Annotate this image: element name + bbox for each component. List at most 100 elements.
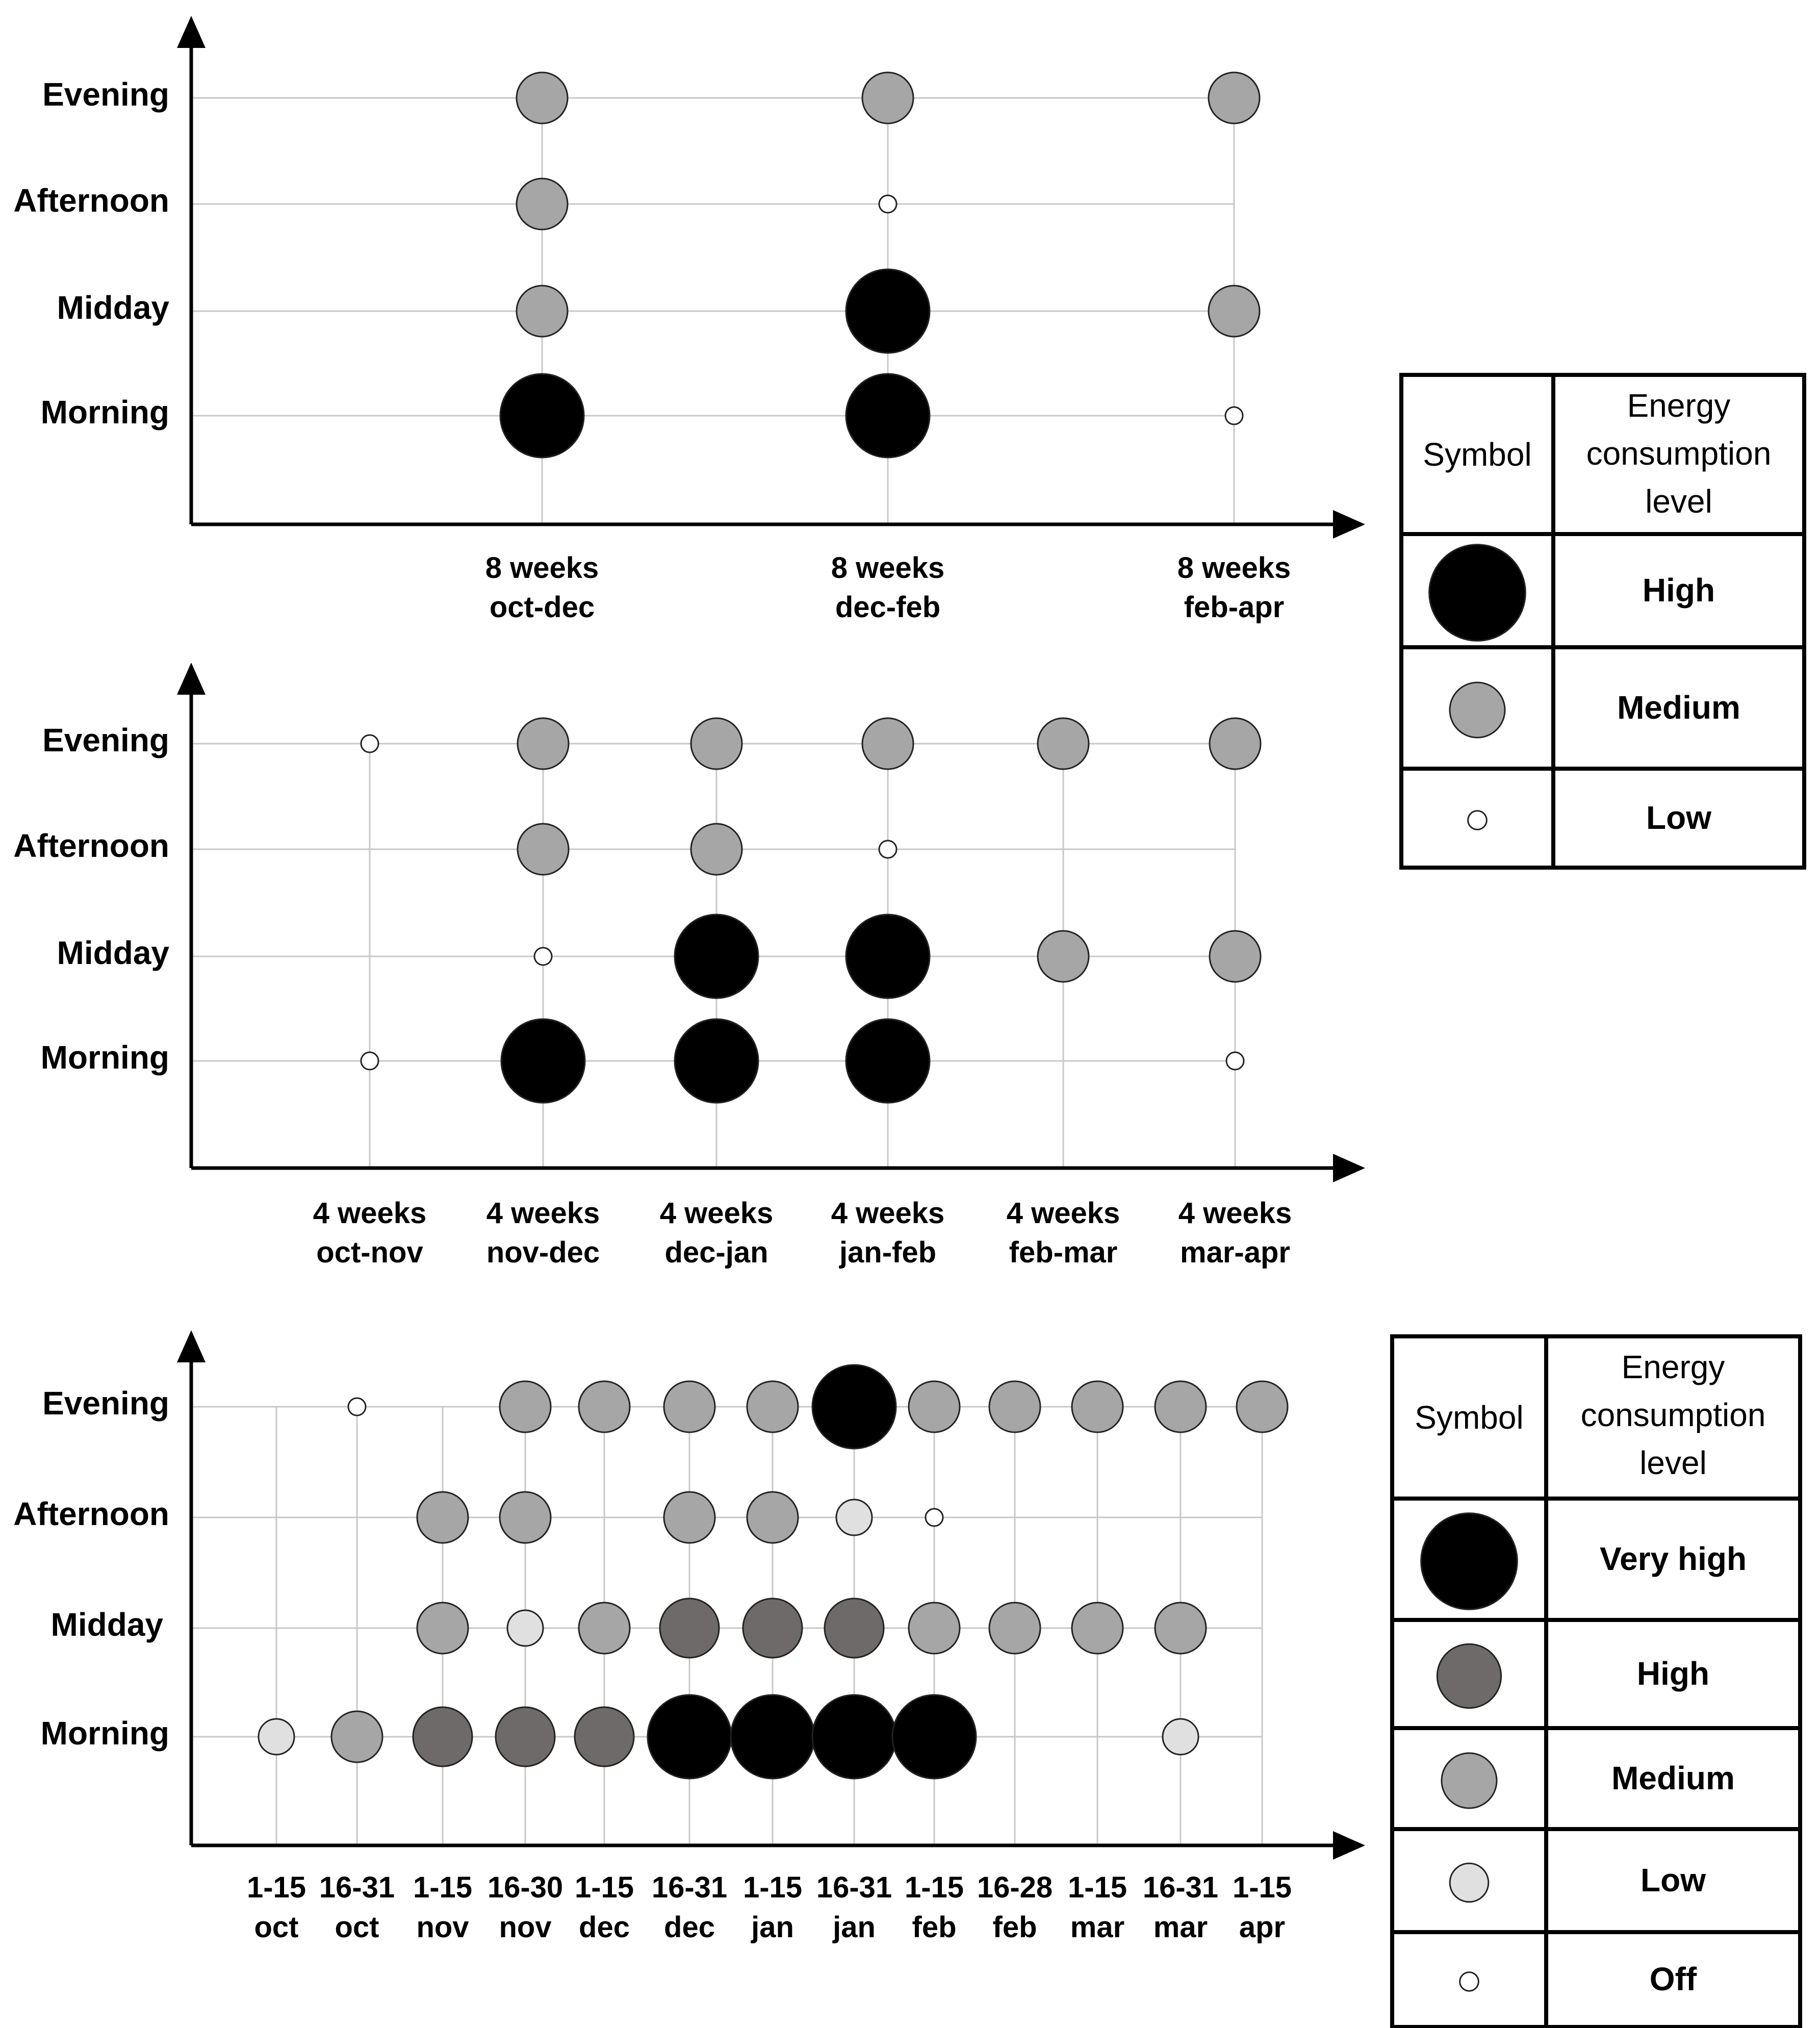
x-tick-label-line1: 8 weeks	[485, 551, 599, 585]
point-evening-2-medium	[690, 717, 743, 770]
point-evening-0-low	[360, 734, 379, 753]
x-tick-label-line2: nov-dec	[486, 1236, 600, 1269]
x-tick-label-line2: feb	[993, 1911, 1037, 1944]
point-morning-1-high	[845, 373, 931, 459]
point-afternoon-2-medium	[690, 823, 743, 876]
point-midday-2-medium	[1208, 285, 1261, 338]
x-tick-label-line1: 1-15	[247, 1871, 306, 1904]
y-tick-label-morning: Morning	[41, 1039, 169, 1076]
point-morning-2-low	[1224, 406, 1244, 425]
x-tick-label-line1: 1-15	[743, 1871, 802, 1904]
x-tick-label-line1: 8 weeks	[831, 551, 945, 585]
point-afternoon-1-low	[878, 194, 898, 214]
point-afternoon-0-medium	[516, 178, 569, 231]
point-afternoon-3-low	[878, 840, 898, 859]
y-tick-label-midday: Midday	[51, 1606, 164, 1643]
point-evening-5-medium	[1209, 717, 1262, 770]
x-tick-label-line1: 16-31	[319, 1871, 395, 1904]
point-morning-5-very-high	[647, 1694, 732, 1780]
y-tick-label-afternoon: Afternoon	[13, 1495, 169, 1532]
x-tick-label-line2: mar-apr	[1180, 1236, 1290, 1269]
x-tick-label-line2: jan	[751, 1911, 794, 1944]
x-tick-label-line1: 1-15	[1068, 1871, 1127, 1904]
point-evening-1-medium	[861, 71, 914, 124]
legend-header-level: level	[1639, 1444, 1707, 1481]
legend-label-very-high: Very high	[1600, 1540, 1747, 1577]
x-tick-label-line1: 1-15	[1233, 1871, 1292, 1904]
x-tick-label-line2: oct-dec	[490, 591, 595, 624]
point-midday-11-medium	[1154, 1602, 1207, 1655]
point-morning-8-very-high	[891, 1694, 977, 1780]
point-evening-7-very-high	[811, 1364, 897, 1450]
point-midday-8-medium	[908, 1602, 961, 1655]
legend-symbol-very-high	[1420, 1512, 1518, 1610]
point-midday-2-medium	[416, 1602, 469, 1655]
x-tick-label-line1: 4 weeks	[486, 1197, 600, 1230]
point-midday-7-high	[824, 1598, 885, 1659]
point-afternoon-7-low	[835, 1499, 873, 1536]
x-tick-label-line2: dec	[579, 1911, 630, 1944]
legend-label-medium: Medium	[1611, 1760, 1735, 1796]
point-midday-10-medium	[1071, 1602, 1124, 1655]
x-tick-label-line1: 16-31	[1143, 1871, 1218, 1904]
point-midday-4-medium	[1037, 930, 1090, 983]
point-afternoon-3-medium	[499, 1491, 552, 1544]
point-midday-4-medium	[578, 1602, 631, 1655]
point-midday-5-high	[659, 1598, 720, 1659]
point-midday-0-medium	[516, 285, 569, 338]
point-evening-11-medium	[1154, 1380, 1207, 1433]
point-midday-5-medium	[1209, 930, 1262, 983]
x-tick-label-line1: 4 weeks	[660, 1197, 774, 1230]
x-tick-label-line1: 16-31	[652, 1871, 727, 1904]
point-morning-7-very-high	[811, 1694, 897, 1780]
point-midday-3-low	[506, 1609, 544, 1647]
point-midday-3-high	[845, 914, 931, 999]
y-tick-label-morning: Morning	[41, 1715, 169, 1752]
point-evening-8-medium	[908, 1380, 961, 1433]
legend-label-medium: Medium	[1617, 689, 1740, 726]
point-morning-4-high	[574, 1706, 635, 1767]
chart-8-weeks: Morning Midday Afternoon Evening 8 weeks oct-…	[13, 16, 1365, 624]
point-evening-10-medium	[1071, 1380, 1124, 1433]
point-morning-1-medium	[330, 1710, 383, 1763]
point-morning-0-high	[499, 373, 585, 459]
point-evening-1-medium	[517, 717, 570, 770]
x-tick-label-line2: nov	[499, 1911, 551, 1944]
y-tick-label-midday: Midday	[57, 934, 170, 971]
point-evening-1-off	[347, 1397, 367, 1416]
y-tick-label-evening: Evening	[42, 722, 169, 758]
point-evening-12-medium	[1236, 1380, 1289, 1433]
x-tick-label-line1: 1-15	[905, 1871, 964, 1904]
x-tick-label-line2: oct-nov	[316, 1236, 423, 1269]
x-tick-label-line1: 8 weeks	[1177, 551, 1291, 585]
point-midday-2-high	[674, 914, 759, 999]
point-morning-2-high	[412, 1706, 473, 1767]
point-morning-1-high	[500, 1018, 586, 1104]
x-tick-label-line2: jan-feb	[839, 1236, 936, 1269]
point-evening-3-medium	[499, 1380, 552, 1433]
legend-header-level: Energy	[1622, 1349, 1725, 1385]
x-tick-label-line2: oct	[335, 1911, 379, 1944]
x-tick-label-line2: feb-mar	[1009, 1236, 1118, 1269]
x-tick-label-line1: 4 weeks	[1178, 1197, 1292, 1230]
y-tick-label-morning: Morning	[41, 394, 169, 430]
legend-symbol-high	[1436, 1643, 1502, 1709]
x-tick-label-line1: 16-28	[977, 1871, 1053, 1904]
legend-label-off: Off	[1650, 1961, 1697, 1997]
legend-header-symbol: Symbol	[1415, 1399, 1523, 1436]
x-tick-label-line1: 4 weeks	[831, 1197, 945, 1230]
point-evening-4-medium	[1037, 717, 1090, 770]
y-tick-label-evening: Evening	[42, 1385, 169, 1422]
legend-header-level: level	[1645, 483, 1712, 520]
x-tick-label-line2: mar	[1070, 1911, 1124, 1944]
point-afternoon-8-off	[925, 1508, 944, 1527]
point-midday-1-low	[533, 947, 553, 966]
point-evening-0-medium	[516, 71, 569, 124]
legend-symbol-medium	[1449, 681, 1506, 739]
point-afternoon-1-medium	[517, 823, 570, 876]
legend-label-high: High	[1637, 1655, 1709, 1692]
point-midday-9-medium	[988, 1602, 1041, 1655]
x-tick-label-line1: 16-30	[488, 1871, 563, 1904]
legend-symbol-low	[1467, 810, 1488, 830]
x-tick-label-line2: feb-apr	[1184, 591, 1285, 624]
